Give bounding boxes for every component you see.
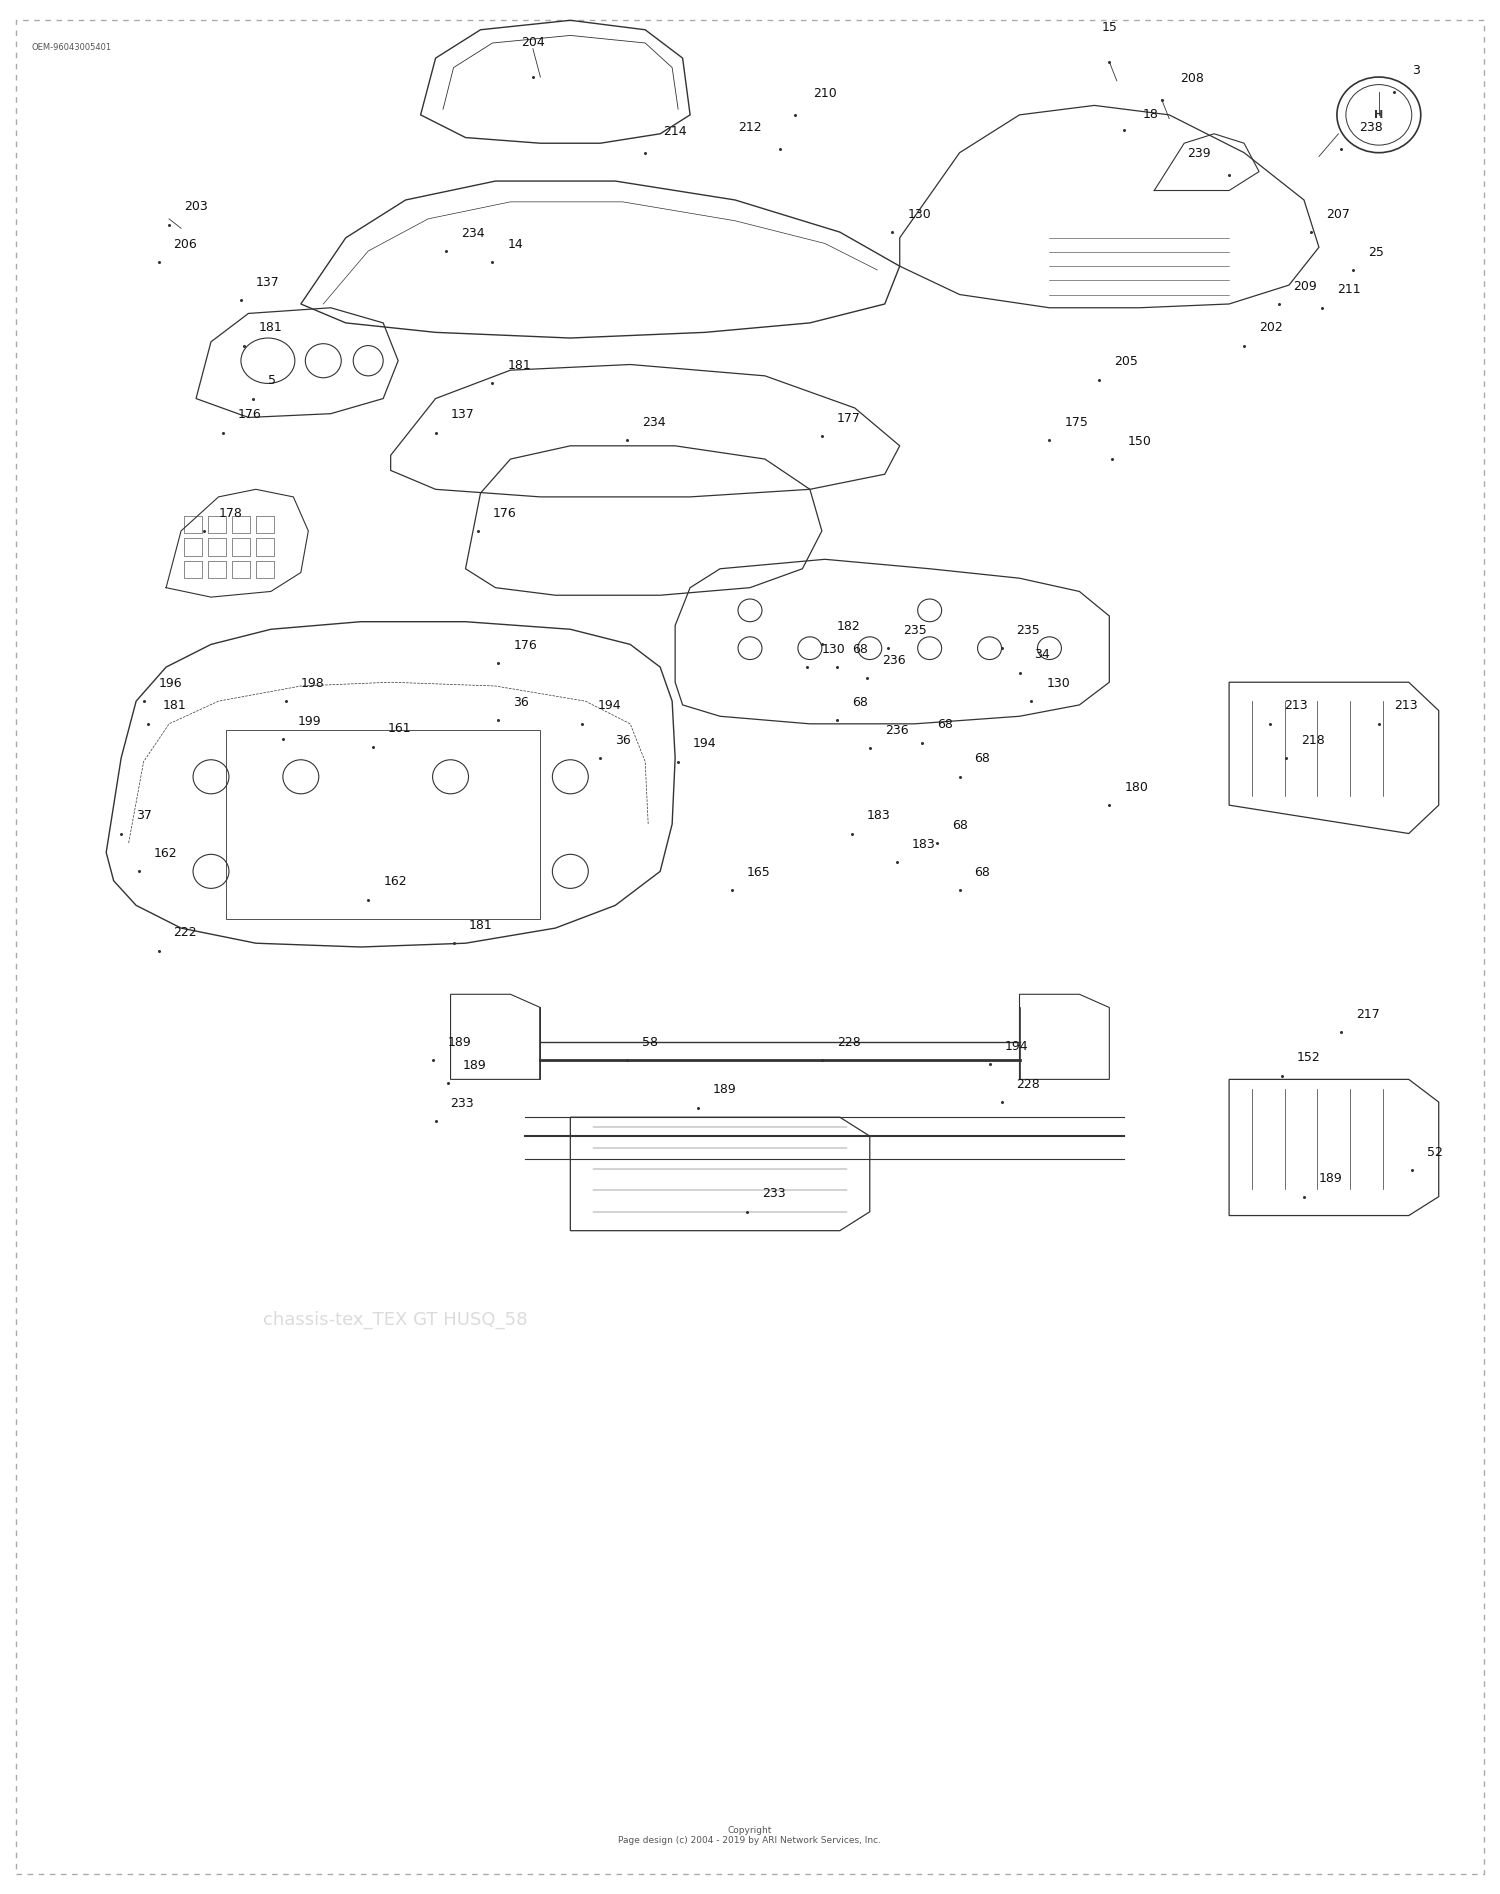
Text: chassis-tex_TEX GT HUSQ_58: chassis-tex_TEX GT HUSQ_58	[264, 1311, 528, 1330]
Text: 236: 236	[882, 653, 906, 667]
Text: 150: 150	[1128, 436, 1150, 447]
Text: 176: 176	[238, 409, 261, 420]
Text: 130: 130	[822, 642, 846, 655]
Text: 161: 161	[387, 722, 411, 735]
Text: 214: 214	[663, 125, 687, 138]
Text: 68: 68	[852, 642, 867, 655]
Text: 137: 137	[450, 409, 474, 420]
Text: 36: 36	[615, 733, 632, 746]
Text: 234: 234	[460, 227, 484, 241]
Text: 209: 209	[1293, 280, 1317, 294]
Text: 152: 152	[1296, 1051, 1320, 1064]
Text: 194: 194	[693, 737, 717, 750]
Text: 222: 222	[174, 926, 196, 939]
Text: 207: 207	[1326, 208, 1350, 222]
Bar	[232, 538, 250, 555]
Text: 203: 203	[184, 201, 209, 214]
Text: 213: 213	[1394, 699, 1417, 712]
Text: 68: 68	[852, 695, 867, 708]
Bar	[209, 538, 226, 555]
Text: 212: 212	[738, 121, 762, 134]
Text: 18: 18	[1143, 108, 1158, 121]
Text: 181: 181	[468, 919, 492, 932]
Text: 211: 211	[1336, 284, 1360, 297]
Text: 34: 34	[1035, 648, 1050, 661]
Text: 234: 234	[642, 417, 666, 428]
Text: 206: 206	[174, 239, 198, 252]
Text: 213: 213	[1284, 699, 1308, 712]
Text: 181: 181	[164, 699, 188, 712]
Bar	[232, 515, 250, 532]
Text: 176: 176	[513, 638, 537, 652]
Text: 181: 181	[260, 322, 282, 333]
Text: 177: 177	[837, 413, 861, 424]
Text: 165: 165	[747, 866, 771, 879]
Bar	[226, 729, 540, 919]
Text: 15: 15	[1101, 21, 1118, 34]
Text: 162: 162	[154, 847, 177, 860]
Text: 239: 239	[1188, 148, 1210, 161]
Text: H: H	[1374, 110, 1383, 119]
Text: 68: 68	[938, 718, 952, 731]
Text: 235: 235	[1017, 623, 1041, 636]
Bar	[256, 561, 274, 578]
Text: 137: 137	[256, 277, 279, 290]
Bar	[209, 561, 226, 578]
Bar	[256, 538, 274, 555]
Text: 178: 178	[219, 506, 243, 519]
Text: 180: 180	[1125, 780, 1148, 794]
Text: 162: 162	[382, 875, 406, 888]
Text: 204: 204	[520, 36, 544, 49]
Text: 176: 176	[492, 506, 516, 519]
Text: 130: 130	[1047, 676, 1070, 689]
Text: 175: 175	[1065, 417, 1089, 428]
Text: 189: 189	[462, 1059, 486, 1072]
Text: 189: 189	[1318, 1172, 1342, 1186]
Text: 14: 14	[507, 239, 524, 252]
Text: 3: 3	[1412, 64, 1419, 78]
Text: 233: 233	[450, 1097, 474, 1110]
Text: 36: 36	[513, 695, 529, 708]
Bar	[209, 515, 226, 532]
Text: 183: 183	[912, 837, 936, 850]
Text: 130: 130	[908, 208, 932, 222]
Text: 233: 233	[762, 1188, 786, 1201]
Bar	[256, 515, 274, 532]
Text: 37: 37	[136, 809, 152, 822]
Text: OEM-96043005401: OEM-96043005401	[32, 44, 111, 51]
Bar	[184, 561, 202, 578]
Text: 194: 194	[597, 699, 621, 712]
Text: 238: 238	[1359, 121, 1383, 134]
Text: 52: 52	[1426, 1146, 1443, 1159]
Text: 194: 194	[1005, 1040, 1028, 1053]
Text: 199: 199	[298, 714, 321, 727]
Text: 68: 68	[975, 866, 990, 879]
Text: 236: 236	[885, 724, 909, 737]
Text: 58: 58	[642, 1036, 658, 1049]
Text: 235: 235	[903, 623, 927, 636]
Text: 68: 68	[952, 818, 968, 831]
Text: 196: 196	[159, 676, 182, 689]
Text: 202: 202	[1258, 322, 1282, 333]
Text: 228: 228	[837, 1036, 861, 1049]
Text: Copyright
Page design (c) 2004 - 2019 by ARI Network Services, Inc.: Copyright Page design (c) 2004 - 2019 by…	[618, 1826, 882, 1845]
Text: 25: 25	[1368, 246, 1384, 259]
Text: 208: 208	[1179, 72, 1203, 85]
Text: 205: 205	[1114, 356, 1137, 367]
Text: 228: 228	[1017, 1078, 1041, 1091]
Text: 5: 5	[268, 375, 276, 386]
Bar	[184, 538, 202, 555]
Text: 182: 182	[837, 619, 861, 633]
Bar	[184, 515, 202, 532]
Text: 218: 218	[1300, 733, 1324, 746]
Text: 189: 189	[712, 1083, 736, 1097]
Text: 183: 183	[867, 809, 891, 822]
Bar	[232, 561, 250, 578]
Text: 198: 198	[302, 676, 324, 689]
Text: 68: 68	[975, 752, 990, 765]
Text: 210: 210	[813, 87, 837, 100]
Text: 189: 189	[447, 1036, 471, 1049]
Text: 217: 217	[1356, 1008, 1380, 1021]
Text: 181: 181	[507, 360, 531, 371]
